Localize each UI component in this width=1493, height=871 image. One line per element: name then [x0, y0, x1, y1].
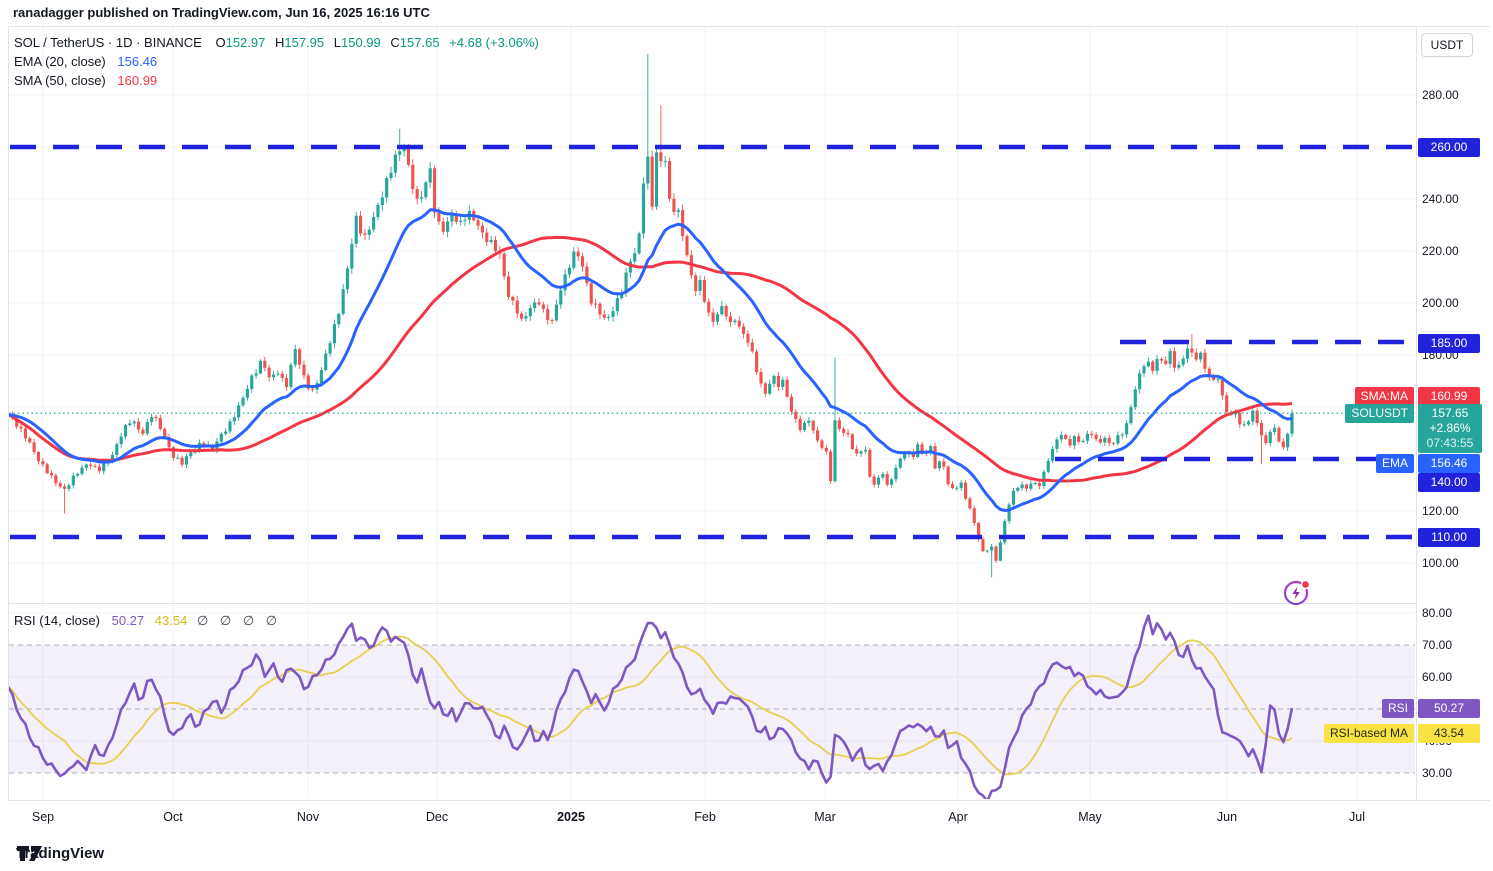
axis-price-chip: 43.54 [1418, 724, 1480, 743]
axis-tick-label: 100.00 [1422, 556, 1459, 570]
time-axis-label: 2025 [557, 810, 585, 824]
ohlc-open: O152.97 [215, 35, 266, 50]
axis-tick-label: 70.00 [1422, 638, 1453, 652]
pane-separator[interactable] [8, 603, 1490, 604]
rsi-pane [9, 614, 1415, 799]
time-axis-label: Feb [694, 810, 716, 824]
time-axis-label: Oct [163, 810, 183, 824]
axis-tick-label: 60.00 [1422, 670, 1453, 684]
sma-value: 160.99 [117, 73, 158, 88]
symbol-title[interactable]: SOL / TetherUS · 1D · BINANCE [14, 35, 202, 50]
time-axis-label: Jun [1216, 810, 1238, 824]
axis-tick-label: 280.00 [1422, 88, 1459, 102]
rsi-label: RSI (14, close) [14, 613, 100, 628]
price-axis[interactable]: 280.00 240.00 220.00 200.00 180.00 120.00 100.… [1417, 27, 1493, 834]
symbol-legend-row[interactable]: SOL / TetherUS · 1D · BINANCE O152.97 H1… [14, 33, 539, 52]
series-name-chip: RSI [1381, 699, 1414, 718]
currency-toggle-button[interactable]: USDT [1421, 33, 1473, 57]
rsi-empty-inputs: ∅ ∅ ∅ ∅ [196, 613, 282, 628]
series-name-chip: SOLUSDT [1345, 404, 1414, 423]
series-name-chip: EMA [1375, 454, 1414, 473]
series-name-chip: SMA:MA [1354, 387, 1414, 406]
ema-legend-row[interactable]: EMA (20, close) 156.46 [14, 52, 157, 71]
time-axis[interactable]: Sep Oct Nov Dec 2025 Feb Mar Apr May Jun Jul [8, 800, 1490, 835]
axis-price-chip: 185.00 [1418, 334, 1480, 353]
published-header: ranadagger published on TradingView.com,… [13, 5, 430, 20]
ohlc-change: +4.68 (+3.06%) [449, 35, 539, 50]
tradingview-logo-mark [17, 846, 42, 861]
ema-value: 156.46 [117, 54, 158, 69]
boost-lightning-icon[interactable] [1281, 576, 1313, 608]
ohlc-close: C157.65 [390, 35, 440, 50]
axis-tick-label: 30.00 [1422, 766, 1453, 780]
axis-price-chip: 110.00 [1418, 528, 1480, 547]
time-axis-label: Nov [296, 810, 320, 824]
chart-frame [8, 26, 1490, 835]
axis-price-chip: 140.00 [1418, 473, 1480, 492]
time-axis-label: Sep [31, 810, 55, 824]
axis-price-chip: 50.27 [1418, 699, 1480, 718]
gridlines [9, 27, 1415, 805]
sma-legend-row[interactable]: SMA (50, close) 160.99 [14, 71, 157, 90]
time-axis-label: Dec [425, 810, 449, 824]
ohlc-high: H157.95 [274, 35, 325, 50]
axis-tick-label: 200.00 [1422, 296, 1459, 310]
axis-tick-label: 220.00 [1422, 244, 1459, 258]
rsi-legend-row[interactable]: RSI (14, close) 50.27 43.54 ∅ ∅ ∅ ∅ [14, 611, 281, 630]
axis-price-chip: 160.99 [1418, 387, 1480, 406]
axis-price-chip: 156.46 [1418, 454, 1480, 473]
current-price-chip: 157.65 +2.86% 07:43:55 [1418, 404, 1482, 453]
time-axis-label: May [1078, 810, 1102, 824]
rsi-value: 50.27 [111, 613, 145, 628]
price-axis-separator [1416, 26, 1417, 835]
price-pane [9, 53, 1415, 578]
ohlc-low: L150.99 [333, 35, 381, 50]
tradingview-logo[interactable]: TradingView [16, 845, 104, 862]
axis-price-chip: 260.00 [1418, 138, 1480, 157]
axis-tick-label: 80.00 [1422, 606, 1453, 620]
series-name-chip: RSI-based MA [1323, 724, 1414, 743]
rsi-ma-value: 43.54 [154, 613, 188, 628]
time-axis-label: Jul [1349, 810, 1365, 824]
time-axis-label: Mar [814, 810, 836, 824]
ema-label: EMA (20, close) [14, 54, 106, 69]
axis-tick-label: 120.00 [1422, 504, 1459, 518]
axis-tick-label: 240.00 [1422, 192, 1459, 206]
sma-label: SMA (50, close) [14, 73, 106, 88]
time-axis-label: Apr [948, 810, 968, 824]
